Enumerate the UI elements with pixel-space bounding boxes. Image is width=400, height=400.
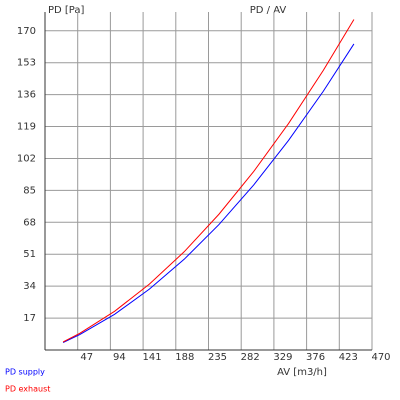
x-tick-label: 423 [339, 352, 358, 363]
y-tick-label: 51 [23, 249, 36, 260]
data-line [62, 43, 355, 343]
legend-label: PD supply [5, 368, 45, 377]
x-tick-label: 47 [80, 352, 93, 363]
x-tick-label: 94 [113, 352, 126, 363]
x-tick-label: 470 [371, 352, 390, 363]
chart-title: PD / AV [250, 5, 287, 16]
y-tick-label: 119 [17, 122, 36, 133]
legend-label: PD exhaust [5, 385, 50, 394]
y-axis-label: PD [Pa] [48, 5, 85, 16]
y-tick-label: 34 [23, 281, 36, 292]
x-tick-label: 235 [208, 352, 227, 363]
x-tick-label: 329 [273, 352, 292, 363]
x-tick-label: 141 [143, 352, 162, 363]
y-tick-label: 153 [17, 58, 36, 69]
y-tick-label: 102 [17, 153, 36, 164]
y-tick-label: 136 [17, 90, 36, 101]
data-line [62, 19, 355, 343]
y-tick-label: 85 [23, 185, 36, 196]
y-tick-label: 17 [23, 313, 36, 324]
x-tick-label: 282 [241, 352, 260, 363]
x-tick-label: 376 [306, 352, 325, 363]
y-tick-label: 170 [17, 26, 36, 37]
x-axis-label: AV [m3/h] [277, 367, 327, 378]
x-tick-label: 188 [175, 352, 194, 363]
y-tick-label: 68 [23, 217, 36, 228]
